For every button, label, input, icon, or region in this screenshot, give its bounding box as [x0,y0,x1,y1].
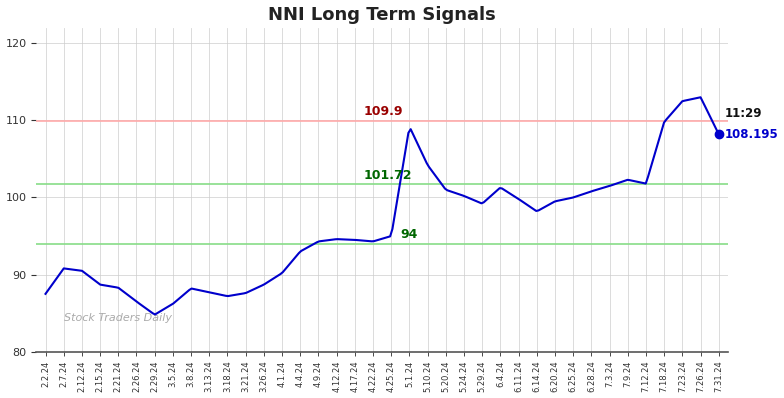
Text: Stock Traders Daily: Stock Traders Daily [64,312,172,322]
Text: 101.72: 101.72 [364,169,412,182]
Text: 94: 94 [401,228,418,241]
Text: 109.9: 109.9 [364,105,404,118]
Text: 108.195: 108.195 [724,128,778,141]
Title: NNI Long Term Signals: NNI Long Term Signals [268,6,496,23]
Text: 11:29: 11:29 [724,107,762,120]
